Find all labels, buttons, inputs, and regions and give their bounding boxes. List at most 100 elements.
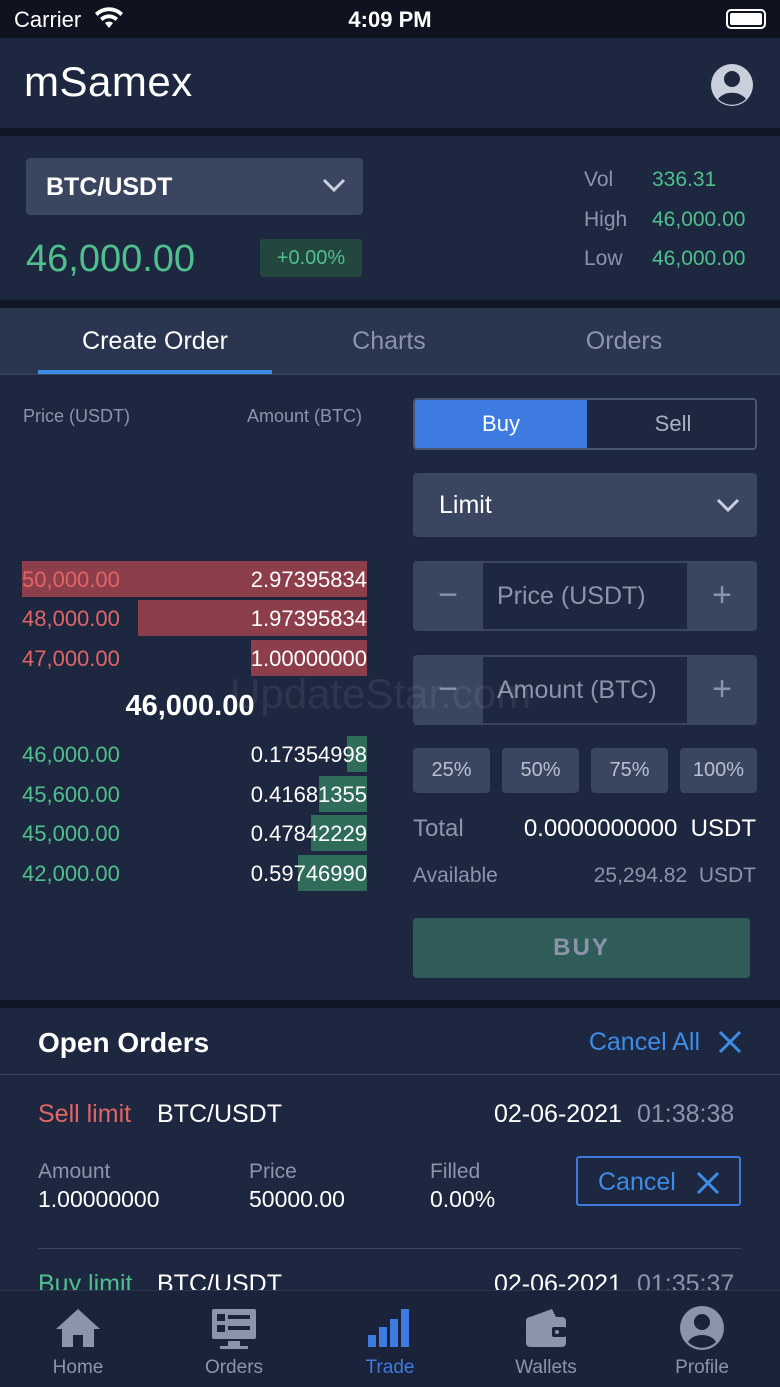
bid-price: 46,000.00 (22, 742, 120, 767)
buy-submit-button[interactable]: BUY (413, 918, 750, 978)
order-amount-label: Amount (38, 1160, 111, 1183)
ask-amount: 1.97395834 (250, 606, 367, 631)
amount-input[interactable]: Amount (BTC) (483, 657, 687, 723)
trade-icon (366, 1305, 414, 1351)
chevron-down-icon (715, 495, 741, 520)
total-label: Total (413, 815, 464, 842)
price-input[interactable]: Price (USDT) (483, 563, 687, 629)
price-stepper: − Price (USDT) + (413, 561, 757, 631)
ask-amount: 1.00000000 (250, 646, 367, 671)
ask-row[interactable]: 47,000.00 1.00000000 (22, 640, 367, 676)
available-amount: 25,294.82 (593, 864, 688, 887)
price-decrement-button[interactable]: − (438, 576, 458, 614)
nav-home[interactable]: Home (0, 1291, 156, 1387)
total-unit: USDT (690, 815, 756, 842)
close-icon (695, 1170, 721, 1203)
depth-bar (22, 561, 367, 597)
price-increment-button[interactable]: + (712, 576, 732, 614)
profile-icon (678, 1305, 726, 1351)
last-price: 46,000.00 (26, 238, 196, 280)
tab-create-order[interactable]: Create Order (82, 327, 228, 355)
nav-wallets[interactable]: Wallets (468, 1291, 624, 1387)
stat-label-low: Low (584, 247, 623, 270)
nav-home-label: Home (52, 1357, 104, 1378)
available-unit: USDT (698, 864, 756, 887)
open-order-item: Buy limit BTC/USDT 02-06-2021 01:35:37 (0, 1270, 780, 1290)
ask-price: 48,000.00 (22, 606, 120, 631)
app-header: mSamex (0, 38, 780, 128)
pair-selector[interactable]: BTC/USDT (26, 158, 363, 215)
bid-price: 45,600.00 (22, 782, 120, 807)
percent-25-button[interactable]: 25% (413, 748, 490, 793)
bid-row[interactable]: 46,000.00 0.17354998 (22, 736, 367, 772)
user-circle-icon[interactable] (710, 63, 754, 107)
app-brand: mSamex (24, 58, 193, 105)
depth-bar (137, 600, 367, 636)
divider (38, 1248, 741, 1249)
tab-charts[interactable]: Charts (352, 327, 426, 355)
open-orders-title: Open Orders (38, 1027, 210, 1058)
order-side: Buy limit (38, 1270, 133, 1290)
bottom-nav: Home Orders Trade Wallets Profile (0, 1290, 780, 1387)
ask-row[interactable]: 48,000.00 1.97395834 (22, 600, 367, 636)
open-order-item: Sell limit BTC/USDT 02-06-2021 01:38:38 … (0, 1100, 780, 1260)
market-summary: BTC/USDT 46,000.00 +0.00% Vol 336.31 Hig… (0, 136, 780, 300)
bid-row[interactable]: 45,600.00 0.41681355 (22, 776, 367, 812)
wallet-icon (522, 1305, 570, 1351)
nav-profile-label: Profile (675, 1357, 729, 1378)
open-orders-header: Open Orders Cancel All (0, 1008, 780, 1075)
total-value: 0.0000000000 USDT (524, 815, 756, 843)
orders-icon (210, 1305, 258, 1351)
sell-toggle-button[interactable]: Sell (654, 411, 692, 436)
order-pair: BTC/USDT (157, 1100, 282, 1128)
bid-row[interactable]: 45,000.00 0.47842229 (22, 815, 367, 851)
percent-75-button[interactable]: 75% (591, 748, 668, 793)
order-type-label: Limit (439, 491, 492, 519)
order-time: 01:35:37 (637, 1270, 735, 1290)
status-bar: Carrier 4:09 PM (0, 0, 780, 38)
tab-orders[interactable]: Orders (585, 327, 663, 355)
nav-profile[interactable]: Profile (624, 1291, 780, 1387)
nav-trade-label: Trade (365, 1357, 415, 1378)
orderbook-amount-header: Amount (BTC) (247, 406, 363, 426)
amount-stepper: − Amount (BTC) + (413, 655, 757, 725)
cancel-all-button[interactable]: Cancel All (588, 1028, 700, 1056)
mid-price: 46,000.00 (125, 690, 255, 722)
open-orders-panel: Open Orders Cancel All Sell limit BTC/US… (0, 1008, 780, 1290)
ask-row[interactable]: 50,000.00 2.97395834 (22, 561, 367, 597)
tab-bar: Create Order Charts Orders (0, 308, 780, 375)
total-amount: 0.0000000000 (523, 815, 678, 842)
stat-value-low: 46,000.00 (652, 247, 746, 270)
bid-price: 45,000.00 (22, 821, 120, 846)
order-filled-label: Filled (430, 1160, 481, 1183)
nav-orders[interactable]: Orders (156, 1291, 312, 1387)
percent-100-button[interactable]: 100% (680, 748, 757, 793)
stat-value-high: 46,000.00 (652, 208, 746, 231)
order-time: 01:38:38 (637, 1100, 735, 1128)
clock: 4:09 PM (348, 7, 432, 32)
order-price-label: Price (249, 1160, 297, 1183)
close-icon[interactable] (716, 1028, 744, 1061)
divider (0, 128, 780, 136)
order-price: 50000.00 (249, 1186, 345, 1212)
amount-increment-button[interactable]: + (712, 670, 732, 708)
order-amount: 1.00000000 (38, 1186, 160, 1212)
depth-bar (318, 776, 367, 812)
stat-label-vol: Vol (584, 168, 614, 191)
available-label: Available (413, 864, 498, 887)
bid-amount: 0.47842229 (250, 821, 367, 846)
depth-bar (311, 815, 367, 851)
buy-toggle-button[interactable]: Buy (415, 400, 587, 448)
cancel-order-label: Cancel (598, 1168, 676, 1196)
order-type-select[interactable]: Limit (413, 473, 757, 537)
percent-50-button[interactable]: 50% (502, 748, 579, 793)
ask-price: 50,000.00 (22, 567, 120, 592)
bid-amount: 0.17354998 (250, 742, 367, 767)
cancel-order-button[interactable]: Cancel (576, 1156, 741, 1206)
nav-trade[interactable]: Trade (312, 1291, 468, 1387)
amount-decrement-button[interactable]: − (438, 670, 458, 708)
stat-label-high: High (584, 208, 628, 231)
bid-row[interactable]: 42,000.00 0.59746990 (22, 855, 367, 891)
order-side: Sell limit (38, 1100, 132, 1128)
nav-wallets-label: Wallets (515, 1357, 577, 1378)
